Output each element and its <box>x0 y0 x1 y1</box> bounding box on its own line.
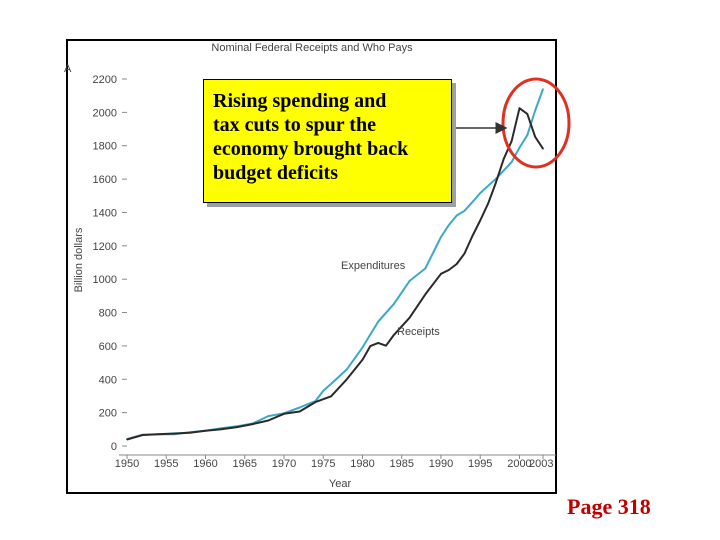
y-tick-label: 0 <box>111 441 117 453</box>
data-point-receipts <box>502 157 505 160</box>
x-tick-label: 1960 <box>193 458 217 470</box>
data-point-expenditures <box>526 134 529 137</box>
y-tick-label: 1800 <box>93 141 117 153</box>
data-point-receipts <box>424 293 427 296</box>
y-tick-label: 1600 <box>93 174 117 186</box>
data-point-expenditures <box>330 383 332 385</box>
data-point-receipts <box>298 410 301 413</box>
callout-line-1: Rising spending and <box>213 90 387 112</box>
highlight-circle <box>501 77 571 169</box>
x-tick-label: 1995 <box>468 458 492 470</box>
data-point-expenditures <box>345 368 348 371</box>
page-number-label: Page 318 <box>567 494 651 519</box>
data-point-receipts <box>479 219 482 222</box>
x-tick-label: 1950 <box>115 458 139 470</box>
data-point-receipts <box>251 423 254 425</box>
data-point-expenditures <box>518 146 521 149</box>
data-point-receipts <box>518 107 521 109</box>
series-label-expenditures: Expenditures <box>341 260 406 272</box>
callout-line-3: economy brought back <box>213 138 409 160</box>
data-point-receipts <box>463 252 466 255</box>
callout-line-2: tax cuts to spur the <box>213 114 376 136</box>
data-point-receipts <box>542 147 544 150</box>
data-point-receipts <box>455 263 458 265</box>
series-line-receipts <box>126 107 544 441</box>
annotation-callout: Rising spending and tax cuts to spur the… <box>203 79 452 203</box>
data-point-expenditures <box>487 184 489 187</box>
data-point-receipts <box>126 438 128 441</box>
x-tick-label: 2000 <box>507 458 531 470</box>
data-point-receipts <box>173 432 175 435</box>
data-point-expenditures <box>322 390 325 392</box>
series-label-receipts: Receipts <box>397 326 440 338</box>
data-point-receipts <box>408 316 411 319</box>
y-tick-label: 200 <box>99 408 117 420</box>
data-point-expenditures <box>298 406 301 409</box>
data-point-receipts <box>141 434 144 436</box>
data-point-expenditures <box>510 161 513 163</box>
data-point-receipts <box>314 401 317 403</box>
y-tick-label: 400 <box>99 374 117 386</box>
data-point-receipts <box>440 273 442 275</box>
data-point-expenditures <box>455 214 458 217</box>
data-point-receipts <box>236 426 238 428</box>
data-point-receipts <box>369 345 372 347</box>
x-tick-label: 1990 <box>429 458 453 470</box>
y-tick-label: 2000 <box>93 107 117 119</box>
x-tick-label: 1965 <box>232 458 256 470</box>
y-tick-label: 2200 <box>93 74 117 86</box>
data-point-receipts <box>220 428 222 431</box>
y-tick-label: 600 <box>99 341 117 353</box>
x-tick-label: 1980 <box>350 458 374 470</box>
callout-line-4: budget deficits <box>213 162 338 184</box>
data-point-receipts <box>267 419 270 422</box>
data-point-expenditures <box>502 169 505 172</box>
panel-label: A <box>64 63 72 75</box>
y-axis-label: Billion dollars <box>73 227 85 292</box>
data-point-expenditures <box>448 224 450 226</box>
data-point-expenditures <box>542 88 544 90</box>
data-point-receipts <box>204 429 207 432</box>
x-tick-label: 2003 <box>529 458 553 470</box>
y-tick-label: 1200 <box>93 241 117 253</box>
x-axis-label: Year <box>329 478 352 490</box>
y-tick-label: 800 <box>99 308 117 320</box>
data-point-expenditures <box>408 280 411 282</box>
data-point-expenditures <box>471 201 474 203</box>
y-tick-label: 1400 <box>93 207 117 219</box>
data-point-receipts <box>283 413 285 415</box>
data-point-receipts <box>448 269 450 271</box>
data-point-receipts <box>377 342 379 344</box>
data-point-receipts <box>510 140 513 143</box>
data-point-receipts <box>157 433 160 436</box>
x-tick-label: 1955 <box>154 458 178 470</box>
data-point-expenditures <box>440 236 442 238</box>
data-point-expenditures <box>393 303 395 305</box>
data-point-receipts <box>471 235 474 237</box>
data-point-receipts <box>526 113 529 115</box>
data-point-receipts <box>385 344 387 347</box>
data-point-receipts <box>495 181 497 184</box>
x-tick-label: 1975 <box>311 458 335 470</box>
data-point-expenditures <box>267 415 270 417</box>
data-point-receipts <box>188 431 191 434</box>
data-point-receipts <box>361 358 364 361</box>
data-point-receipts <box>345 378 348 381</box>
data-point-receipts <box>487 202 489 205</box>
data-point-expenditures <box>534 109 536 112</box>
data-point-expenditures <box>479 192 482 194</box>
y-tick-label: 1000 <box>93 274 117 286</box>
data-point-receipts <box>330 395 332 398</box>
data-point-receipts <box>534 136 536 138</box>
data-point-expenditures <box>361 346 364 349</box>
data-point-receipts <box>393 334 395 336</box>
x-tick-label: 1985 <box>389 458 413 470</box>
x-tick-label: 1970 <box>272 458 296 470</box>
chart-title: Nominal Federal Receipts and Who Pays <box>211 42 413 54</box>
data-point-expenditures <box>424 267 427 270</box>
data-point-expenditures <box>377 320 379 323</box>
data-point-expenditures <box>463 209 466 212</box>
